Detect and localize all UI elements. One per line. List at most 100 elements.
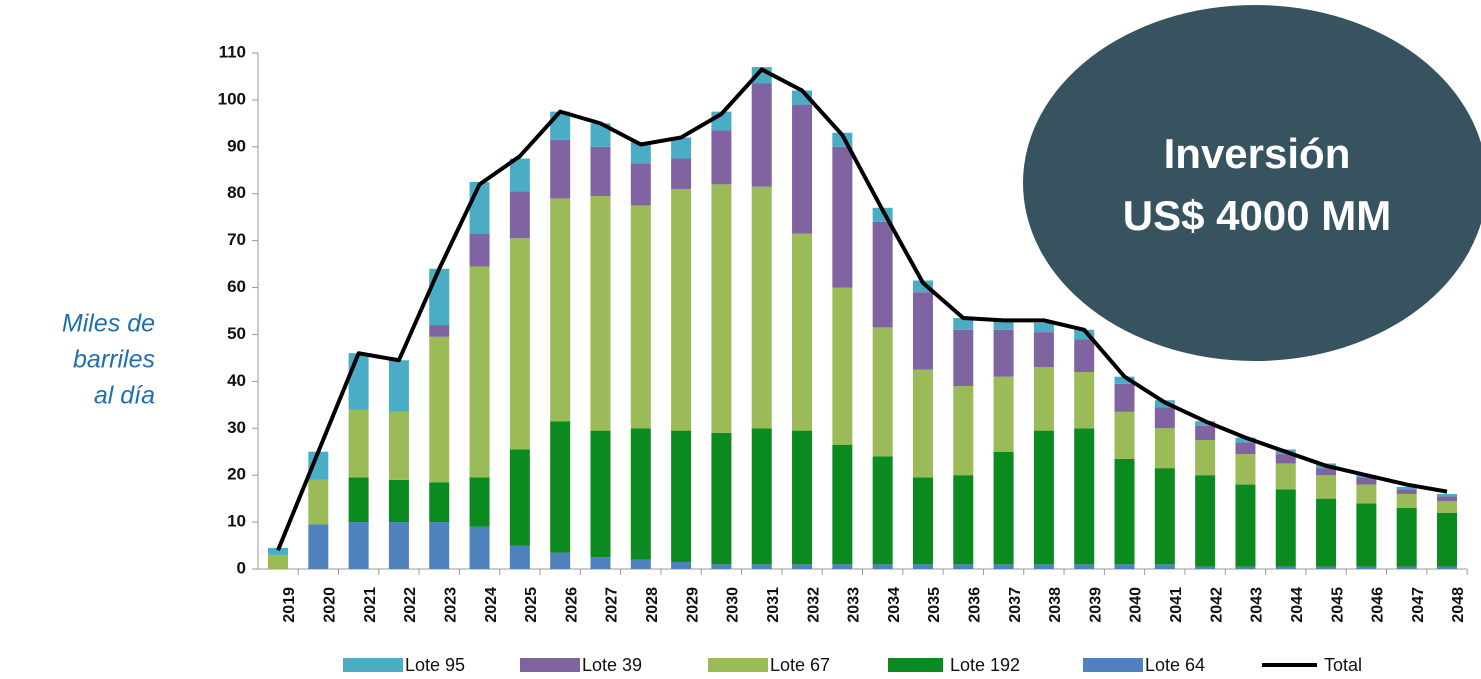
bar-segment	[1114, 376, 1135, 384]
x-tick-label: 2020	[322, 587, 339, 623]
bar-segment	[1396, 508, 1417, 567]
total-line	[276, 67, 1448, 551]
bar-segment	[1235, 566, 1256, 569]
x-tick-label: 2038	[1047, 587, 1064, 623]
legend-label: Lote 64	[1145, 655, 1205, 675]
legend-swatch	[708, 658, 768, 672]
bar-segment	[348, 477, 369, 523]
bar-segment	[1396, 493, 1417, 509]
bar-segment	[751, 83, 772, 187]
bar-segment	[1154, 564, 1175, 569]
y-tick-label: 40	[227, 371, 246, 390]
bar-segment	[1396, 489, 1417, 494]
bar-segment	[509, 158, 530, 192]
bar-segment	[630, 163, 651, 206]
bar-segment	[993, 376, 1014, 452]
y-tick-label: 90	[227, 136, 246, 155]
bar-segment	[1033, 564, 1054, 569]
bar-segment	[1114, 564, 1135, 569]
bar-segment	[429, 336, 450, 483]
bar-segment	[912, 280, 933, 293]
bar-segment	[469, 266, 490, 478]
bar-segment	[751, 564, 772, 569]
bar-segment	[630, 428, 651, 560]
bar-segment	[1195, 566, 1216, 569]
bar-segment	[993, 320, 1014, 330]
bar-segment	[429, 522, 450, 569]
x-tick-label: 2032	[805, 587, 822, 623]
bar-segment	[509, 191, 530, 239]
x-tick-label: 2035	[926, 587, 943, 623]
x-tick-label: 2033	[846, 587, 863, 623]
bar-segment	[671, 137, 692, 159]
bar-segment	[590, 557, 611, 569]
bar-segment	[1114, 458, 1135, 565]
bar-segment	[429, 325, 450, 337]
bar-segment	[1114, 383, 1135, 412]
bar-segment	[912, 477, 933, 565]
bar-segment	[1235, 437, 1256, 443]
annotation-bubble	[1023, 5, 1481, 361]
x-tick-label: 2028	[644, 587, 661, 623]
x-tick-label: 2025	[523, 587, 540, 623]
bar-segment	[1437, 496, 1457, 501]
bar-segment	[590, 430, 611, 558]
bar-segment	[509, 545, 530, 569]
bar-segment	[1275, 566, 1296, 569]
x-tick-label: 2027	[604, 587, 621, 623]
bar-segment	[630, 559, 651, 569]
bar-segment	[792, 430, 813, 565]
bar-segment	[1195, 425, 1216, 440]
bar-segment	[872, 564, 893, 569]
bar-segment	[912, 292, 933, 370]
x-tick-label: 2031	[765, 587, 782, 623]
bar-segment	[348, 409, 369, 478]
bar-segment	[1074, 428, 1095, 565]
bar-segment	[509, 449, 530, 546]
y-tick-label: 30	[227, 418, 246, 437]
bar-segment	[792, 564, 813, 569]
y-axis-label: Miles de	[62, 310, 155, 338]
x-tick-label: 2043	[1249, 587, 1266, 623]
bar-segment	[1356, 566, 1377, 569]
legend-label: Lote 95	[405, 655, 465, 675]
bar-segment	[1356, 484, 1377, 504]
bar-segment	[1074, 329, 1095, 340]
bar-segment	[711, 432, 732, 565]
bar-segment	[1437, 493, 1457, 497]
x-tick-label: 2048	[1450, 587, 1467, 623]
bar-segment	[630, 142, 651, 164]
bar-segment	[671, 189, 692, 431]
x-tick-label: 2042	[1208, 587, 1225, 623]
x-tick-label: 2023	[442, 587, 459, 623]
y-tick-label: 60	[227, 277, 246, 296]
x-tick-label: 2026	[563, 587, 580, 623]
bar-segment	[912, 564, 933, 569]
bar-segment	[832, 564, 853, 569]
bar-segment	[671, 561, 692, 569]
annotation-text: US$ 4000 MM	[1123, 192, 1391, 239]
bar-segment	[509, 238, 530, 450]
bar-segment	[1114, 411, 1135, 459]
bar-segment	[792, 104, 813, 234]
x-tick-label: 2021	[362, 587, 379, 623]
y-tick-label: 0	[237, 558, 246, 577]
bar-segment	[1074, 371, 1095, 429]
bar-segment	[388, 479, 409, 523]
bar-segment	[388, 411, 409, 480]
bar-segment	[1275, 454, 1296, 464]
x-tick-label: 2019	[281, 587, 298, 623]
bar-segment	[953, 329, 974, 387]
x-tick-label: 2039	[1087, 587, 1104, 623]
bar-segment	[993, 564, 1014, 569]
x-tick-label: 2037	[1007, 587, 1024, 623]
legend-label: Lote 67	[770, 655, 830, 675]
bar-segment	[1195, 440, 1216, 476]
x-tick-label: 2047	[1410, 587, 1427, 623]
bar-segment	[751, 186, 772, 429]
bar-segment	[711, 564, 732, 569]
y-tick-label: 20	[227, 465, 246, 484]
bar-segment	[469, 182, 490, 234]
bar-segment	[1316, 475, 1337, 499]
